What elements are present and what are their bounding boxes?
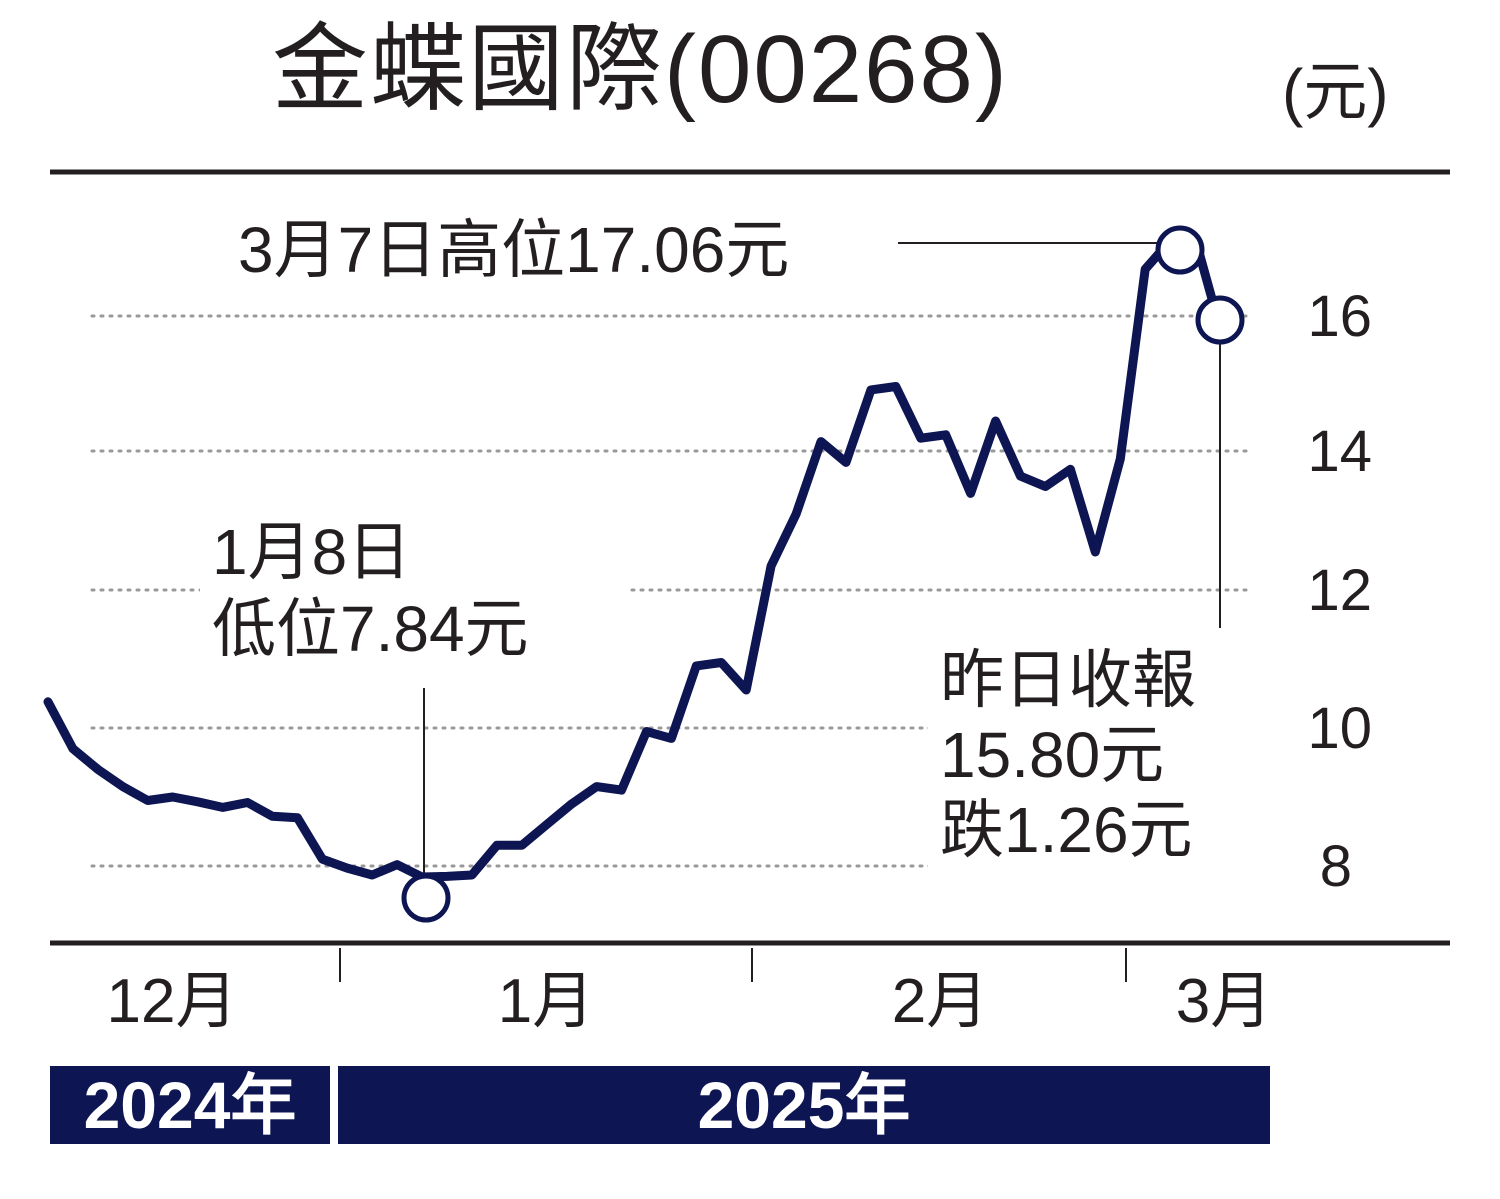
low-point-marker	[401, 873, 451, 923]
close-annotation-line2: 15.80元	[940, 718, 1165, 791]
year-2024-bar: 2024年	[50, 1066, 330, 1144]
low-annotation-line2: 低位7.84元	[212, 592, 529, 665]
close-point-marker	[1195, 295, 1245, 345]
y-tick-label: 14	[1307, 419, 1372, 484]
high-annotation: 3月7日高位17.06元	[238, 212, 789, 289]
low-annotation: 1月8日 低位7.84元	[212, 514, 529, 668]
price-series-line	[43, 233, 1225, 882]
low-annotation-mask	[200, 512, 630, 662]
y-tick-label: 8	[1320, 834, 1352, 899]
y-tick-label: 12	[1307, 558, 1372, 623]
year-2025-bar: 2025年	[338, 1066, 1270, 1144]
unit-label: (元)	[1282, 56, 1389, 128]
close-annotation-mask	[928, 640, 1250, 880]
x-tick-label: 3月	[1176, 967, 1272, 1036]
y-axis: 16 14 12 10 8	[1307, 284, 1372, 899]
y-tick-label: 10	[1307, 696, 1372, 761]
close-annotation: 昨日收報 15.80元 跌1.26元	[940, 643, 1196, 868]
x-tick-label: 1月	[498, 967, 594, 1036]
x-tick-label: 2月	[892, 967, 988, 1036]
chart-title: 金蝶國際(00268)	[272, 16, 1009, 123]
low-annotation-line1: 1月8日	[212, 516, 412, 588]
close-annotation-line1: 昨日收報	[940, 644, 1196, 716]
high-annotation-text: 3月7日高位17.06元	[238, 214, 790, 286]
x-axis: 12月 1月 2月 3月	[107, 948, 1272, 1036]
y-tick-label: 16	[1307, 284, 1372, 349]
x-tick-label: 12月	[107, 967, 238, 1036]
close-annotation-line3: 跌1.26元	[940, 793, 1193, 866]
high-point-marker	[1155, 225, 1205, 275]
